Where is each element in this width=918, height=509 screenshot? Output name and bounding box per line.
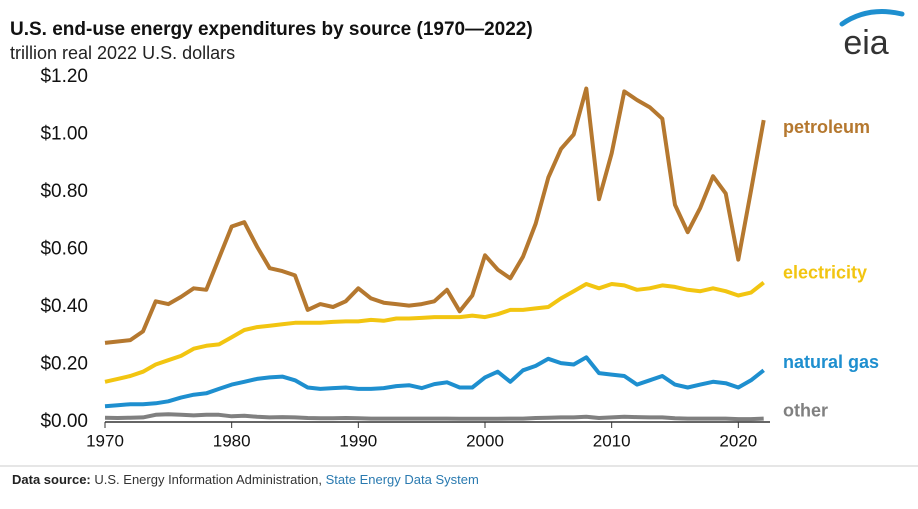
series-line bbox=[104, 412, 764, 422]
y-tick-label: $1.00 bbox=[40, 124, 88, 145]
logo-text: eia bbox=[843, 24, 888, 62]
x-tick-label: 1980 bbox=[213, 431, 251, 450]
source-link[interactable]: State Energy Data System bbox=[326, 472, 479, 487]
source-text: U.S. Energy Information Administration, bbox=[94, 472, 322, 487]
y-tick-label: $0.60 bbox=[40, 239, 88, 260]
logo-arc bbox=[839, 9, 905, 27]
series-label: electricity bbox=[783, 262, 867, 282]
series-line bbox=[104, 355, 765, 409]
x-tick-label: 2020 bbox=[719, 431, 757, 450]
series-label: other bbox=[783, 400, 828, 420]
y-tick-label: $0.00 bbox=[40, 411, 88, 432]
y-tick-label: $0.80 bbox=[40, 181, 88, 202]
series-label: petroleum bbox=[783, 117, 870, 137]
series-line bbox=[104, 281, 765, 384]
series-label: natural gas bbox=[783, 352, 879, 372]
y-tick-label: $0.40 bbox=[40, 296, 88, 317]
series-line bbox=[104, 86, 766, 345]
source: Data source: U.S. Energy Information Adm… bbox=[12, 472, 479, 487]
chart-subtitle: trillion real 2022 U.S. dollars bbox=[10, 43, 235, 63]
y-tick-label: $0.20 bbox=[40, 354, 88, 375]
y-tick-label: $1.20 bbox=[40, 66, 88, 87]
source-label: Data source: bbox=[12, 472, 91, 487]
x-tick-label: 1970 bbox=[86, 431, 124, 450]
chart-title: U.S. end-use energy expenditures by sour… bbox=[10, 19, 533, 40]
x-tick-label: 1990 bbox=[339, 431, 377, 450]
logo: eia bbox=[839, 9, 905, 62]
x-tick-label: 2000 bbox=[466, 431, 504, 450]
x-tick-label: 2010 bbox=[593, 431, 631, 450]
